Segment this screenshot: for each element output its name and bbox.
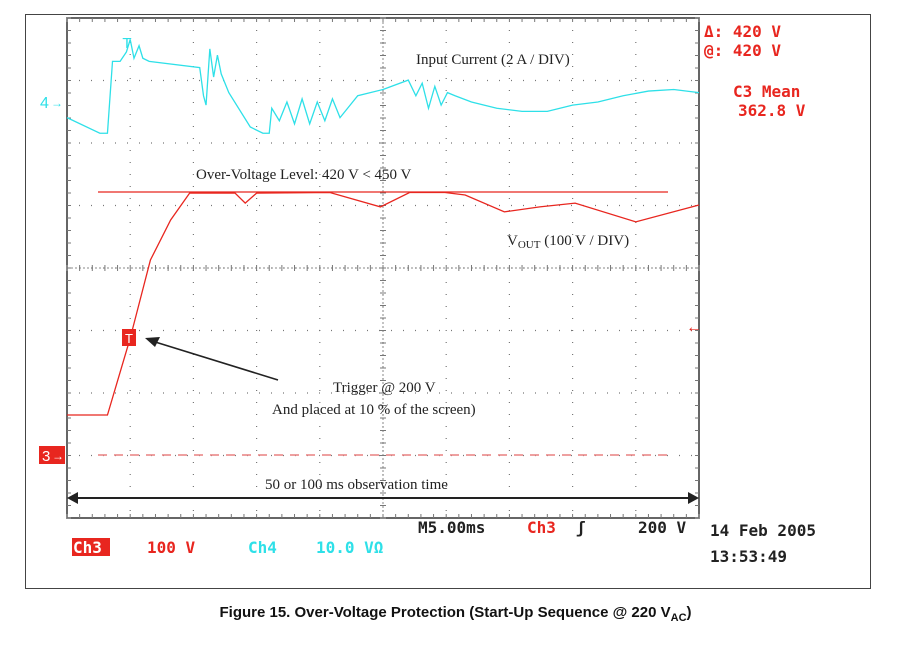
- trigger-level-readout: 200 V: [638, 518, 687, 537]
- trigger-level-arrow-icon: ←: [686, 319, 702, 336]
- trigger-placement-label: And placed at 10 % of the screen): [272, 402, 476, 418]
- svg-text:→: →: [51, 96, 63, 110]
- oscilloscope-plot: Input Current (2 A / DIV) Over-Voltage L…: [39, 17, 816, 566]
- graticule: [66, 17, 700, 519]
- trigger-channel: Ch3: [527, 518, 556, 537]
- vout-label: VOUT (100 V / DIV): [507, 233, 629, 251]
- ch4-scale: 10.0 VΩ: [316, 538, 383, 557]
- annotation-arrow: [145, 337, 279, 381]
- trigger-position-marker: T: [122, 35, 131, 52]
- ch3-label: Ch3: [73, 538, 102, 557]
- input-current-label: Input Current (2 A / DIV): [416, 52, 570, 68]
- trigger-marker: [122, 329, 136, 346]
- trigger-slope-icon: ʃ: [576, 518, 586, 537]
- timebase-readout: M5.00ms: [418, 518, 485, 537]
- delta-readout: Δ: 420 V: [704, 22, 781, 41]
- trigger-label: Trigger @ 200 V: [333, 380, 436, 396]
- ch3-marker: 3 →: [39, 446, 65, 465]
- figure-caption: Figure 15. Over-Voltage Protection (Star…: [219, 604, 692, 624]
- svg-text:→: →: [52, 449, 64, 463]
- observation-time-arrow: [67, 492, 699, 504]
- scope-frame: [25, 14, 871, 589]
- ch3-scale: 100 V: [147, 538, 196, 557]
- date-readout: 14 Feb 2005: [710, 521, 816, 540]
- svg-text:T: T: [125, 331, 133, 346]
- input-current-trace: [66, 39, 700, 134]
- ch4-marker: 4 →: [40, 95, 63, 112]
- svg-text:3: 3: [42, 448, 50, 465]
- ov-level-label: Over-Voltage Level: 420 V < 450 V: [196, 167, 412, 183]
- at-readout: @: 420 V: [704, 41, 781, 60]
- vout-trace: [67, 191, 700, 416]
- ch4-label: Ch4: [248, 538, 277, 557]
- mean-label: C3 Mean: [733, 82, 800, 101]
- svg-text:4: 4: [40, 95, 49, 112]
- mean-value: 362.8 V: [738, 101, 806, 120]
- time-readout: 13:53:49: [710, 547, 787, 566]
- observation-time-label: 50 or 100 ms observation time: [265, 477, 448, 493]
